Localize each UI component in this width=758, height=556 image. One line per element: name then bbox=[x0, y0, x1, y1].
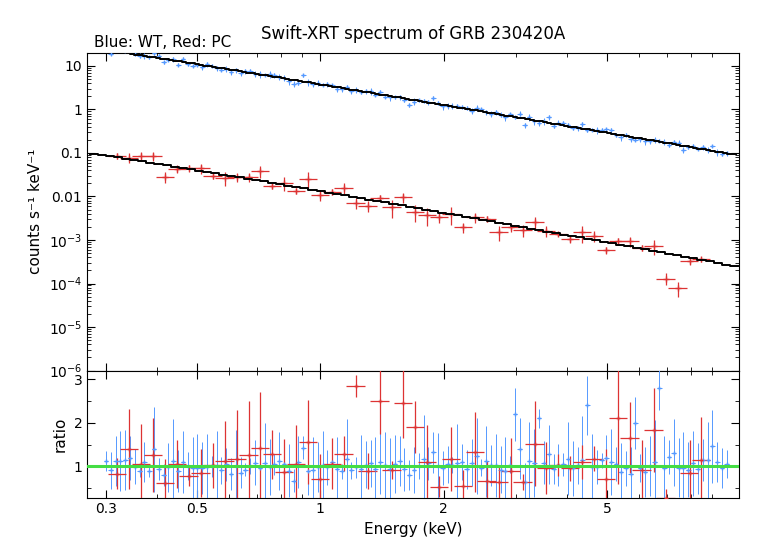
Y-axis label: counts s⁻¹ keV⁻¹: counts s⁻¹ keV⁻¹ bbox=[28, 149, 43, 274]
Text: Swift-XRT spectrum of GRB 230420A: Swift-XRT spectrum of GRB 230420A bbox=[261, 25, 565, 43]
Text: Blue: WT, Red: PC: Blue: WT, Red: PC bbox=[94, 34, 231, 49]
Y-axis label: ratio: ratio bbox=[53, 416, 68, 452]
X-axis label: Energy (keV): Energy (keV) bbox=[364, 522, 462, 537]
